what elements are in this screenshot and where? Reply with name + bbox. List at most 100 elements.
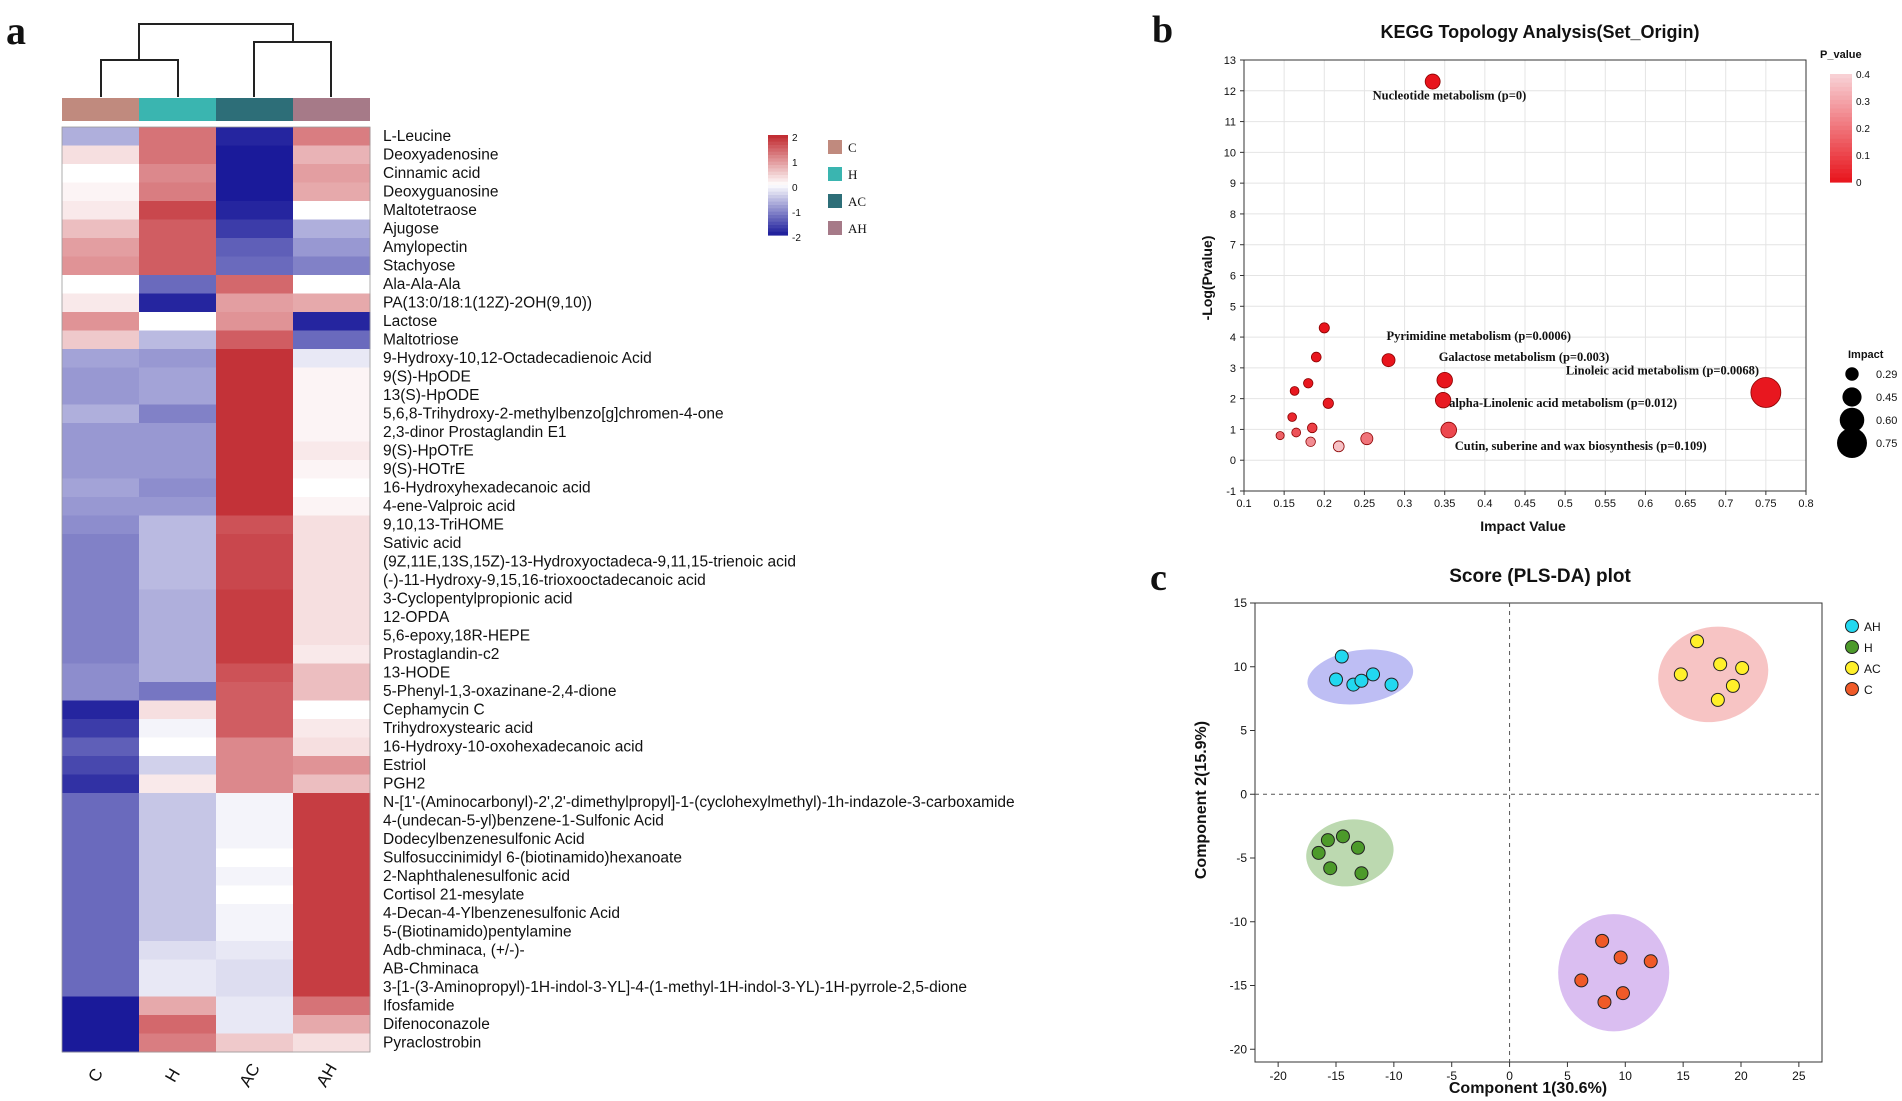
- heat-cell: [293, 256, 371, 276]
- heat-cell: [139, 608, 217, 627]
- scale-swatch: [768, 148, 788, 153]
- heat-cell: [293, 626, 371, 646]
- heat-cell: [62, 256, 140, 276]
- row-label: PGH2: [383, 776, 425, 793]
- x-tick-label: 0.7: [1718, 498, 1733, 510]
- heat-cell: [293, 145, 371, 165]
- group-legend-label: AC: [848, 194, 866, 209]
- heat-cell: [139, 571, 217, 590]
- panel-letter-a: a: [6, 8, 26, 53]
- heat-cell: [216, 1033, 294, 1053]
- heat-cell: [62, 608, 140, 627]
- heat-cell: [62, 219, 140, 239]
- heat-cell: [293, 238, 371, 257]
- plot-frame: [1243, 59, 1807, 492]
- heat-cell: [62, 793, 140, 812]
- y-tick-label: 0: [1240, 787, 1247, 801]
- scale-swatch: [768, 225, 788, 229]
- heat-cell: [216, 719, 294, 738]
- heat-cell: [139, 756, 217, 775]
- heat-cell: [293, 312, 371, 331]
- row-label: Cortisol 21-mesylate: [383, 887, 524, 904]
- heat-cell: [216, 256, 294, 276]
- score-point-AH: [1384, 677, 1399, 692]
- heat-cell: [293, 349, 371, 368]
- heat-cell: [139, 201, 217, 220]
- heat-cell: [62, 645, 140, 664]
- heat-cell: [139, 645, 217, 664]
- heat-cell: [293, 904, 371, 923]
- heat-cell: [293, 1033, 371, 1053]
- heat-cell: [62, 478, 140, 498]
- column-label: AH: [313, 1060, 341, 1090]
- color-legend-title: P_value: [1820, 49, 1862, 61]
- y-tick-label: 7: [1230, 240, 1236, 252]
- score-point-AC: [1735, 661, 1750, 676]
- heat-cell: [62, 552, 140, 572]
- heat-cell: [62, 571, 140, 590]
- heat-cell: [139, 515, 217, 535]
- heat-cell: [62, 182, 140, 202]
- heat-cell: [293, 737, 371, 757]
- kegg-bubble: [1440, 421, 1457, 439]
- heat-cell: [293, 811, 371, 831]
- heat-cell: [216, 293, 294, 313]
- kegg-x-axis-label: Impact Value: [1480, 518, 1566, 534]
- heat-cell: [216, 349, 294, 368]
- score-point-H: [1354, 866, 1369, 881]
- color-legend-swatch: [1830, 91, 1852, 97]
- heat-cell: [62, 830, 140, 849]
- heat-cell: [62, 756, 140, 775]
- heat-cell: [216, 497, 294, 516]
- group-legend-swatch: [828, 140, 842, 154]
- x-tick-label: 0.5: [1557, 498, 1572, 510]
- heat-cell: [62, 719, 140, 738]
- heat-cell: [293, 793, 371, 812]
- kegg-bubble: [1275, 431, 1285, 441]
- row-label: 9(S)-HpODE: [383, 369, 471, 386]
- heat-cell: [216, 663, 294, 683]
- heat-cell: [216, 608, 294, 627]
- legend-label: AC: [1864, 662, 1881, 676]
- heat-cell: [216, 164, 294, 183]
- scale-swatch: [768, 205, 788, 209]
- heat-cell: [139, 848, 217, 868]
- heat-cell: [216, 145, 294, 165]
- score-point-AH: [1366, 667, 1381, 682]
- heat-cell: [293, 589, 371, 609]
- heat-cell: [139, 164, 217, 183]
- pathway-label: Cutin, suberine and wax biosynthesis (p=…: [1455, 439, 1707, 453]
- heat-cell: [216, 959, 294, 979]
- y-tick-label: -10: [1230, 915, 1248, 929]
- row-label: Trihydroxystearic acid: [383, 720, 533, 737]
- heat-cell: [293, 682, 371, 701]
- heat-cell: [139, 626, 217, 646]
- heat-cell: [139, 293, 217, 313]
- row-label: (9Z,11E,13S,15Z)-13-Hydroxyoctadeca-9,11…: [383, 554, 796, 571]
- column-label: H: [161, 1065, 184, 1085]
- heat-cell: [139, 534, 217, 553]
- x-tick-label: 0.8: [1798, 498, 1813, 510]
- heat-cell: [62, 349, 140, 368]
- x-tick-label: 0.3: [1397, 498, 1412, 510]
- heat-cell: [293, 182, 371, 202]
- scale-tick: -1: [792, 208, 801, 219]
- legend-marker-C: [1845, 682, 1859, 696]
- heat-cell: [139, 885, 217, 905]
- pathway-label: Nucleotide metabolism (p=0): [1373, 89, 1527, 103]
- heat-cell: [62, 904, 140, 923]
- row-label: 16-Hydroxy-10-oxohexadecanoic acid: [383, 739, 643, 756]
- heat-cell: [139, 904, 217, 923]
- plsda-title: Score (PLS-DA) plot: [1449, 566, 1631, 587]
- heat-cell: [293, 219, 371, 239]
- row-label: 3-Cyclopentylpropionic acid: [383, 591, 573, 608]
- row-label: 5-Phenyl-1,3-oxazinane-2,4-dione: [383, 683, 617, 700]
- color-legend-swatch: [1830, 95, 1852, 101]
- y-tick-label: -15: [1230, 979, 1248, 993]
- scale-swatch: [768, 231, 788, 236]
- heat-cell: [216, 238, 294, 257]
- legend-label: H: [1864, 641, 1873, 655]
- heat-cell: [62, 238, 140, 257]
- heat-cell: [293, 959, 371, 979]
- row-label: Adb-chminaca, (+/-)-: [383, 942, 525, 959]
